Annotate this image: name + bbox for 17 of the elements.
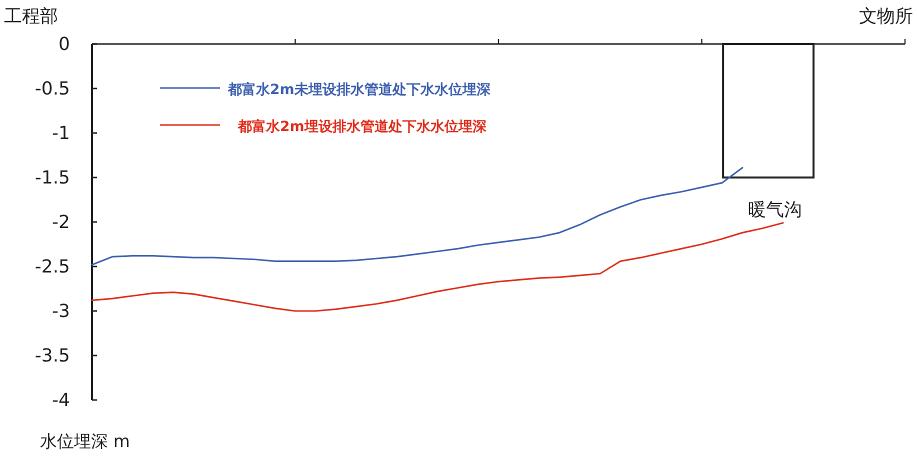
y-tick-label: -3: [52, 301, 70, 322]
y-tick-label: -1.5: [34, 168, 70, 188]
y-axis-title: 水位埋深 m: [40, 432, 130, 452]
annotation: 暖气沟: [748, 200, 802, 221]
text: 工程部: [4, 6, 58, 27]
legend-label: 都富水2m未埋设排水管道处下水水位埋深: [227, 81, 492, 98]
text: 文物所: [859, 6, 913, 27]
y-tick-label: -2: [52, 212, 70, 233]
line-series: [91, 166, 744, 266]
line-series: [91, 222, 784, 312]
legend-label: 都富水2m埋设排水管道处下水水位埋深: [237, 118, 488, 135]
y-tick-label: -0.5: [34, 78, 70, 100]
y-tick-label: 0: [58, 34, 70, 55]
y-tick-label: -1: [52, 123, 70, 144]
y-tick-label: -4: [52, 390, 70, 411]
y-tick-label: -3.5: [34, 346, 70, 366]
y-tick-label: -2.5: [34, 256, 70, 278]
